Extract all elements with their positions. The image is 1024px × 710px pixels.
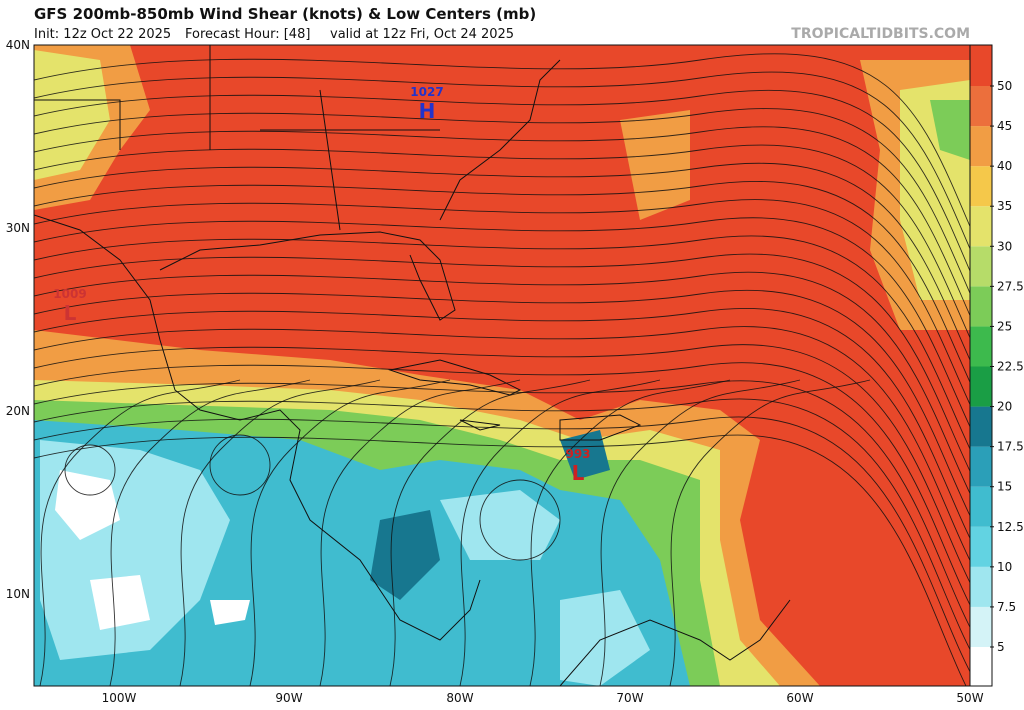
colorbar-segment <box>970 326 992 367</box>
streamline <box>319 379 521 686</box>
latitude-label: 20N <box>6 404 30 418</box>
eddy <box>479 479 561 561</box>
streamline <box>459 379 661 686</box>
latitude-label: 10N <box>6 587 30 601</box>
longitude-label: 90W <box>275 691 302 705</box>
valid-time: valid at 12z Fri, Oct 24 2025 <box>330 27 514 42</box>
forecast-hour: Forecast Hour: [48] <box>185 27 310 42</box>
streamline <box>34 271 970 495</box>
colorbar-frame <box>969 44 993 687</box>
colorbar-segment <box>970 86 992 127</box>
pressure-symbol: L <box>64 301 77 325</box>
streamline <box>34 253 970 473</box>
colorbar-segment <box>970 526 992 567</box>
streamline <box>34 89 970 273</box>
streamline <box>34 380 970 629</box>
eddy <box>209 434 271 496</box>
colorbar-segment <box>970 647 992 686</box>
streamline <box>34 162 970 362</box>
colorbar-label: 7.5 <box>997 600 1016 614</box>
colorbar-label: 5 <box>997 640 1005 654</box>
watermark: TROPICALTIDBITS.COM <box>791 26 970 42</box>
streamline <box>34 144 970 339</box>
coastlines <box>34 45 791 686</box>
colorbar-label: 30 <box>997 239 1012 253</box>
colorbar: 5 7.5 10 12.5 15 17.5 20 22.5 25 27.5 30 35 40 45 50 <box>969 44 1024 687</box>
axis-labels: 40N 30N 20N 10N 100W 90W 80W 70W 60W 50W <box>6 38 984 705</box>
colorbar-label: 12.5 <box>997 520 1024 534</box>
colorbar-label: 25 <box>997 319 1012 333</box>
colorbar-segment <box>970 606 992 647</box>
longitude-label: 80W <box>446 691 473 705</box>
pressure-symbol: H <box>419 99 436 123</box>
streamline <box>34 181 970 384</box>
streamline <box>34 362 970 606</box>
eddy <box>64 444 116 496</box>
longitude-label: 50W <box>956 691 983 705</box>
title: GFS 200mb-850mb Wind Shear (knots) & Low… <box>34 5 536 23</box>
latitude-label: 30N <box>6 221 30 235</box>
colorbar-segment <box>970 166 992 207</box>
streamline <box>39 379 241 686</box>
streamline <box>249 379 451 686</box>
init: Init: 12z Oct 22 2025 <box>34 27 171 42</box>
streamline <box>109 379 311 686</box>
streamline <box>34 217 970 428</box>
streamline <box>34 71 970 250</box>
streamline <box>34 398 970 651</box>
colorbar-segment <box>970 406 992 447</box>
streamline <box>34 53 970 228</box>
pressure-symbol: L <box>572 461 585 485</box>
colorbar-label: 35 <box>997 199 1012 213</box>
latitude-label: 40N <box>6 38 30 52</box>
colorbar-label: 17.5 <box>997 440 1024 454</box>
pressure-value: 1027 <box>410 85 443 99</box>
colorbar-segment <box>970 126 992 167</box>
streamline <box>669 379 871 686</box>
colorbar-segment <box>970 446 992 487</box>
streamline <box>34 126 970 317</box>
colorbar-segment <box>970 366 992 407</box>
streamline <box>34 199 970 406</box>
colorbar-label: 50 <box>997 79 1012 93</box>
streamline <box>179 379 381 686</box>
shear-field <box>34 45 970 686</box>
colorbar-label: 45 <box>997 119 1012 133</box>
colorbar-label: 22.5 <box>997 360 1024 374</box>
longitude-label: 60W <box>786 691 813 705</box>
longitude-label: 70W <box>616 691 643 705</box>
streamline <box>34 344 970 584</box>
colorbar-segment <box>970 566 992 607</box>
colorbar-segment <box>970 246 992 287</box>
colorbar-label: 40 <box>997 159 1012 173</box>
streamline <box>34 108 970 295</box>
streamline <box>599 379 801 686</box>
pressure-value: 993 <box>565 447 590 461</box>
streamlines <box>34 53 970 686</box>
colorbar-segment <box>970 286 992 327</box>
colorbar-label: 15 <box>997 480 1012 494</box>
streamline <box>34 307 970 540</box>
colorbar-segment <box>970 486 992 527</box>
streamline <box>34 289 970 517</box>
streamline <box>34 326 970 562</box>
colorbar-segment <box>970 206 992 247</box>
colorbar-label: 27.5 <box>997 279 1024 293</box>
streamline <box>34 235 970 451</box>
colorbar-segment <box>970 45 992 86</box>
longitude-label: 100W <box>102 691 137 705</box>
colorbar-label: 20 <box>997 400 1012 414</box>
streamline <box>529 379 731 686</box>
streamline <box>34 416 970 673</box>
colorbar-label: 10 <box>997 560 1012 574</box>
pressure-value: 1009 <box>53 287 86 301</box>
